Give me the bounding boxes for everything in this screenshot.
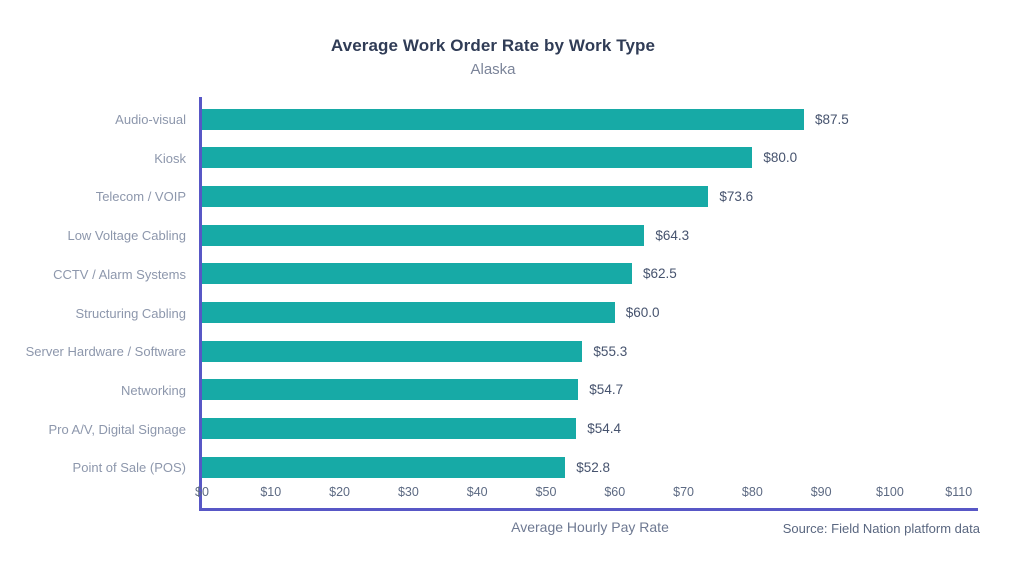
bar-value-label: $64.3 (655, 227, 690, 243)
x-axis-ticks: $0 $10 $20 $30 $40 $50 $60 $70 $80 $90 $100 $110 (195, 485, 978, 505)
x-tick-label: $60 (604, 485, 626, 499)
bar-row: $64.3 (202, 216, 978, 255)
x-tick-label: $0 (195, 485, 209, 499)
bar (202, 379, 579, 401)
category-label: Structuring Cabling (75, 305, 186, 321)
bar-row: $87.5 (202, 100, 978, 139)
category-label: Telecom / VOIP (95, 189, 186, 205)
y-axis-labels: Audio-visual Kiosk Telecom / VOIP Low Volta… (0, 100, 186, 487)
bar (202, 224, 645, 246)
x-tick-label: $50 (535, 485, 557, 499)
category-label: Server Hardware / Software (25, 344, 186, 360)
category-label: Pro A/V, Digital Signage (48, 421, 186, 437)
bar-value-label: $62.5 (642, 266, 677, 282)
category-label: Kiosk (154, 150, 186, 166)
category-label: Audio-visual (115, 112, 186, 127)
category-label: CCTV / Alarm Systems (53, 266, 186, 282)
x-tick-label: $110 (945, 485, 973, 499)
x-tick-label: $80 (741, 485, 763, 499)
bar-value-label: $54.4 (587, 421, 622, 437)
bar-value-label: $60.0 (625, 305, 660, 320)
bar-row: $73.6 (202, 177, 978, 216)
bar-row: $54.7 (202, 371, 978, 410)
bar-value-label: $73.6 (719, 188, 754, 204)
bar (202, 340, 583, 362)
category-label: Networking (120, 382, 186, 398)
bar-value-label: $55.3 (593, 343, 628, 359)
bar-value-label: $80.0 (763, 150, 798, 166)
source-note: Source: Field Nation platform data (782, 521, 980, 536)
x-tick-label: $100 (876, 485, 904, 499)
category-label: Low Voltage Cabling (67, 228, 186, 244)
x-axis-title: Average Hourly Pay Rate (511, 519, 669, 535)
bar (202, 147, 753, 169)
x-tick-label: $30 (397, 485, 419, 499)
x-tick-label: $40 (466, 485, 488, 499)
bar-row: $62.5 (202, 255, 978, 294)
chart-title: Average Work Order Rate by Work Type (330, 36, 656, 55)
x-tick-label: $20 (329, 485, 351, 499)
x-tick-label: $70 (673, 485, 694, 499)
x-tick-label: $10 (260, 485, 282, 499)
bar-value-label: $54.7 (589, 382, 624, 398)
bar-value-label: $87.5 (814, 111, 849, 127)
bar-row: $55.3 (202, 332, 978, 371)
bar (202, 108, 804, 130)
bar (202, 302, 615, 323)
bar-value-label: $52.8 (576, 459, 611, 475)
y-axis-line (199, 97, 202, 511)
bar-row: $80.0 (202, 139, 978, 178)
chart-subtitle: Alaska (470, 61, 516, 78)
x-axis-line (199, 508, 978, 511)
bar (202, 418, 577, 440)
bar (202, 185, 709, 207)
plot-area: $87.5 $80.0 $73.6 $64.3 $62.5 $60.0 $55.3 $54.7… (202, 100, 978, 487)
bar-row: $54.4 (202, 410, 978, 449)
bar (202, 263, 632, 285)
bar (202, 456, 566, 478)
category-label: Point of Sale (POS) (72, 460, 186, 476)
bar-row: $52.8 (202, 448, 978, 487)
bar-row: $60.0 (202, 294, 978, 333)
x-tick-label: $90 (810, 485, 832, 499)
